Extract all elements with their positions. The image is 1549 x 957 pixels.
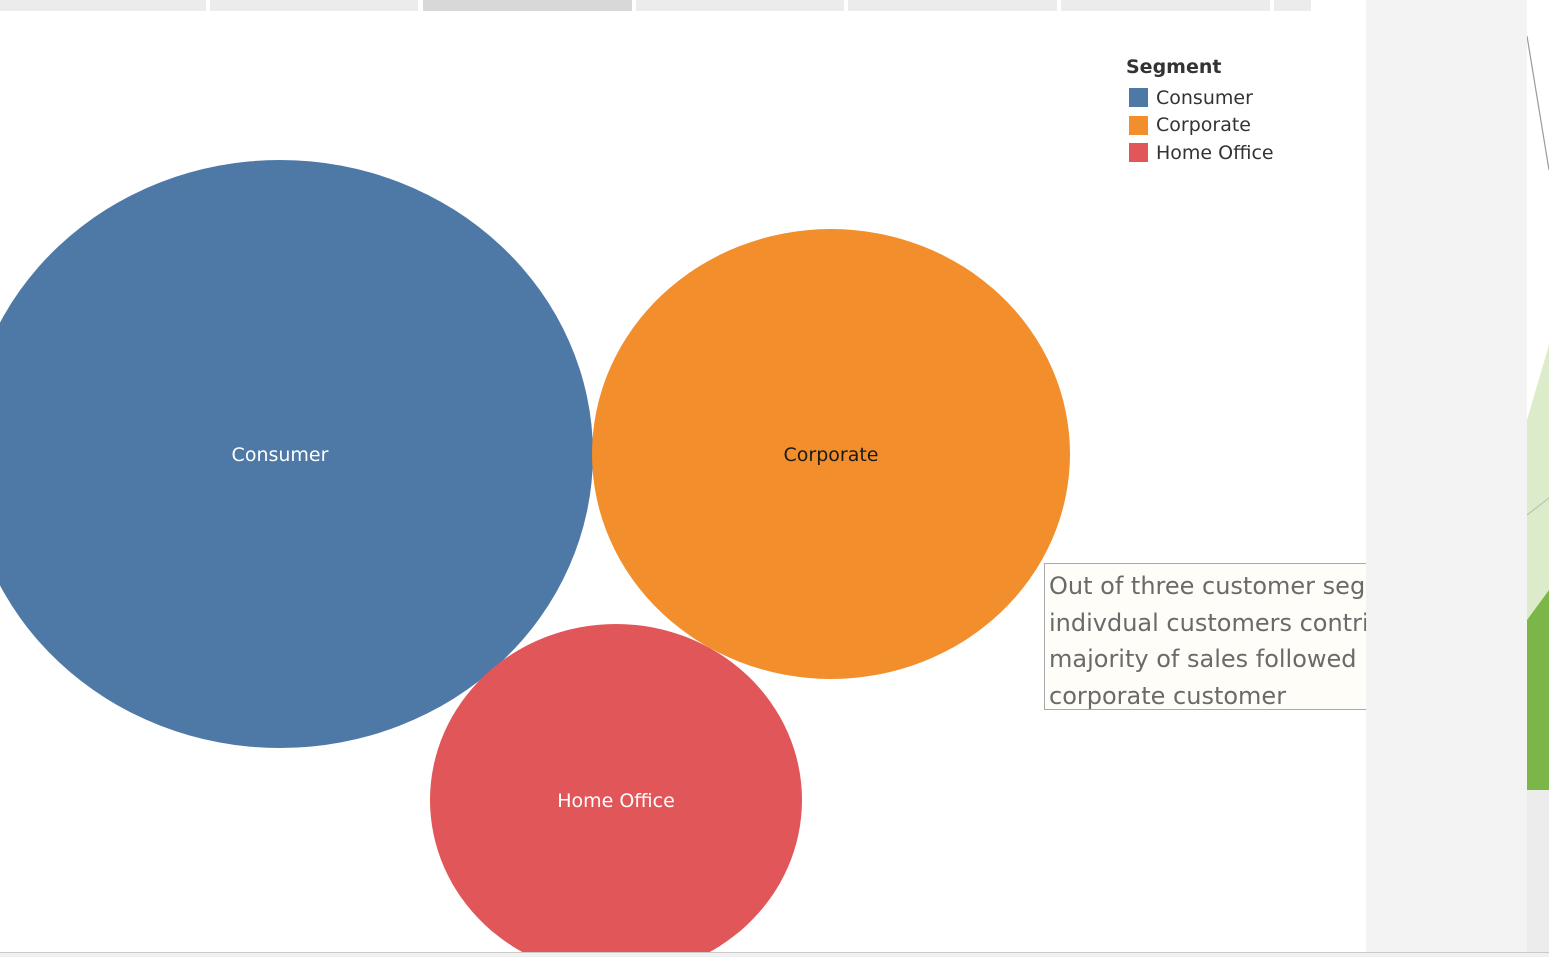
sheet-tab-strip bbox=[0, 0, 1311, 11]
legend-label-consumer: Consumer bbox=[1156, 86, 1253, 109]
segment-legend: Segment Consumer Corporate Home Office bbox=[1126, 55, 1274, 167]
bubble-corporate-label: Corporate bbox=[784, 444, 879, 466]
bottom-divider bbox=[0, 952, 1549, 953]
sheet-tab[interactable] bbox=[848, 0, 1057, 11]
packed-bubble-chart: Consumer Corporate Home Office bbox=[0, 11, 1366, 952]
adjacent-chart-preview bbox=[1527, 0, 1549, 957]
legend-title: Segment bbox=[1126, 56, 1222, 78]
bubble-consumer-shape[interactable] bbox=[0, 160, 593, 748]
bubble-consumer-label: Consumer bbox=[232, 444, 329, 466]
bubble-home-office-shape[interactable] bbox=[430, 624, 802, 952]
sheet-tab-active[interactable] bbox=[423, 0, 632, 11]
sheet-tab[interactable] bbox=[210, 0, 418, 11]
bubble-corporate-shape[interactable] bbox=[592, 229, 1070, 679]
legend-swatch-corporate bbox=[1129, 115, 1148, 135]
adjacent-chart-shapes bbox=[1527, 35, 1549, 957]
sheet-tab[interactable] bbox=[636, 0, 844, 11]
legend-label-home-office: Home Office bbox=[1156, 141, 1274, 164]
status-strip bbox=[0, 953, 1549, 957]
legend-swatch-home-office bbox=[1129, 143, 1148, 163]
legend-item-consumer[interactable]: Consumer bbox=[1126, 84, 1274, 112]
legend-item-corporate[interactable]: Corporate bbox=[1126, 112, 1274, 140]
side-panel bbox=[1366, 0, 1527, 957]
bubble-corporate[interactable]: Corporate bbox=[592, 229, 1070, 679]
sheet-tab[interactable] bbox=[0, 0, 206, 11]
bubble-chart-canvas: Consumer Corporate Home Office bbox=[0, 160, 1070, 952]
bubble-consumer[interactable]: Consumer bbox=[0, 160, 593, 748]
bubble-home-office[interactable]: Home Office bbox=[430, 624, 802, 952]
sheet-tab[interactable] bbox=[1061, 0, 1270, 11]
legend-label-corporate: Corporate bbox=[1156, 114, 1251, 137]
legend-item-home-office[interactable]: Home Office bbox=[1126, 139, 1274, 167]
legend-swatch-consumer bbox=[1129, 88, 1148, 108]
bubble-home-office-label: Home Office bbox=[557, 790, 675, 812]
sheet-tab[interactable] bbox=[1274, 0, 1311, 11]
